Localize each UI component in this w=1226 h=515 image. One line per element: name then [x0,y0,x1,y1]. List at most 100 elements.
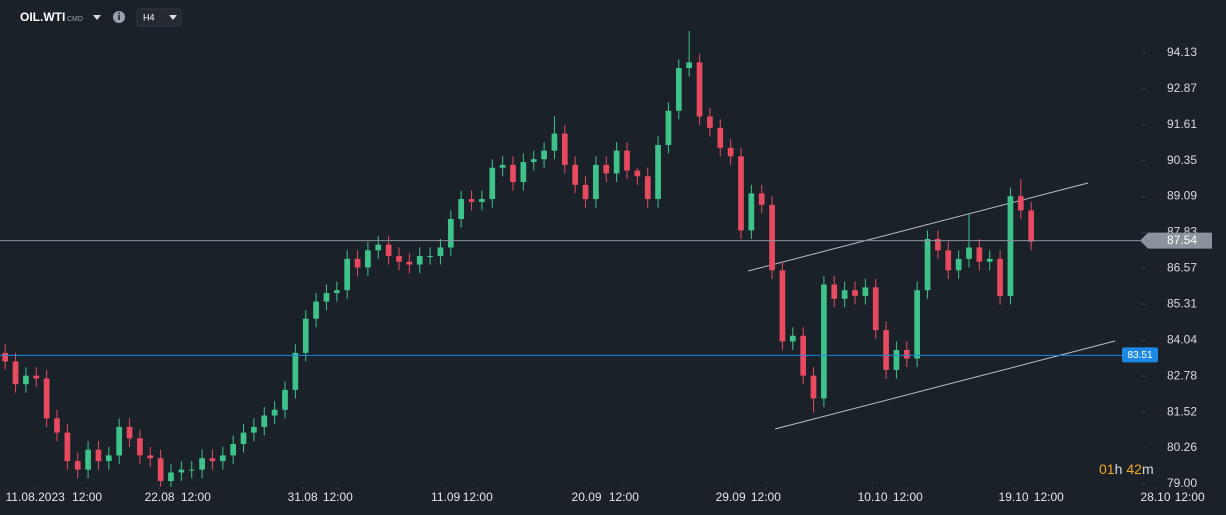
y-tick-label: 90.35 [1167,153,1197,167]
candle-body [644,176,651,200]
candle-body [1028,210,1035,242]
candle-body [976,247,983,262]
candle-body [499,164,506,168]
candle-body [510,164,516,182]
candle-body [986,258,993,262]
info-icon-dot [118,12,120,15]
candle-body [821,284,827,399]
candle-body [2,352,9,362]
candle-body [758,193,765,205]
candle-body [551,133,558,151]
candle-body [23,375,29,385]
x-tick-label: 12:00 [609,490,639,504]
y-tick-label: 85.31 [1167,296,1197,310]
candle-body [406,261,413,265]
symbol[interactable]: OIL.WTI [20,10,65,24]
candle-body [251,426,257,433]
candle-body [593,164,599,200]
x-tick-label: 12:00 [181,490,211,504]
candle-body [738,156,744,231]
candle-body [313,301,319,319]
symbol-dropdown[interactable] [93,15,101,20]
candle-body [323,293,330,302]
candle-body [271,409,278,416]
x-tick-label: 12:00 [463,490,493,504]
candle-body [447,219,454,248]
candle-body [157,458,164,482]
candle-body [707,116,713,128]
x-tick-label: 12:00 [72,490,102,504]
timeframe-dropdown[interactable] [169,15,177,20]
candle-body [810,375,817,399]
timer-h: h [1115,461,1123,477]
candle-body [841,290,848,299]
trend-line-upper[interactable] [747,182,1089,272]
candle-body [105,455,112,462]
candle-body [893,350,900,370]
candle-body [199,458,205,470]
x-tick-label: 29.09 [716,490,746,504]
timer-hours: 01 [1099,461,1115,477]
y-tick-label: 79.00 [1167,476,1197,490]
candle-body [686,62,693,69]
candle-body [852,290,858,296]
timeframe[interactable]: H4 [143,12,155,22]
candle-body [541,150,547,160]
candle-body [924,238,931,291]
timer-m: m [1142,461,1154,477]
candle-body [437,247,444,257]
candle-body [520,162,527,182]
candle-body [12,361,19,385]
x-tick-label: 28.10 [1141,490,1171,504]
x-tick-label: 12:00 [323,490,353,504]
current-price-tag [1140,232,1212,249]
candle-body [365,250,371,268]
candle-body [769,204,775,271]
timer: 01h 42m [1099,461,1154,477]
y-tick-label: 82.78 [1167,368,1197,382]
x-tick-label: 20.09 [572,490,602,504]
candle-body [530,159,537,163]
candle-body [872,287,879,331]
candle-body [479,199,485,202]
candle-body [966,247,972,259]
candle-body [396,256,402,262]
candle-body [126,426,133,439]
candle-body [997,258,1003,296]
candle-body [717,127,724,148]
x-tick-label: 22.08 [145,490,175,504]
x-tick-label: 11.09 [431,490,460,504]
candle-body [1017,196,1024,211]
candle-body [178,469,185,473]
candle-body [458,199,465,220]
candle-body [727,147,734,157]
y-tick-label: 89.09 [1167,189,1197,203]
y-tick-label: 91.61 [1167,117,1197,131]
candle-body [219,455,226,462]
x-tick-label: 12:00 [1034,490,1064,504]
candle-body [188,469,195,471]
candle-body [292,352,299,390]
candle-body [831,284,838,299]
candle-body [603,164,610,174]
candle-body [862,287,869,296]
candle-body [333,290,340,294]
x-tick-label: 12:00 [893,490,923,504]
candle-body [945,250,952,271]
candle-body [64,432,71,462]
candle-body [675,68,682,111]
candle-body [582,184,589,200]
x-tick-label: 12:00 [751,490,781,504]
overlay: 94.1392.8791.6190.3589.0987.8386.5785.31… [0,45,1212,504]
timeframe-box[interactable] [136,8,182,27]
candle-body [147,455,154,459]
candle-body [955,258,962,271]
level-tag [1122,347,1158,363]
candle-body [354,258,361,268]
candle-body [789,335,796,342]
candle-body [416,256,423,265]
x-tick-label: 10.10 [858,490,888,504]
candle-body [85,449,91,470]
